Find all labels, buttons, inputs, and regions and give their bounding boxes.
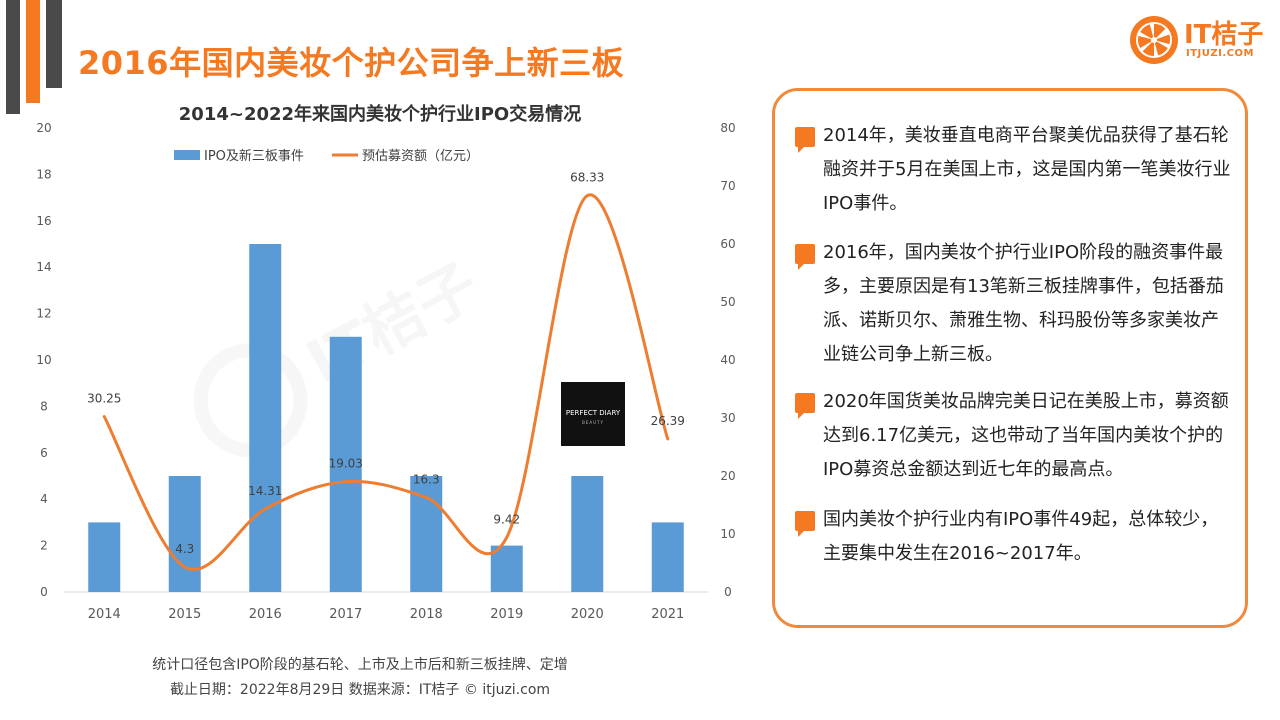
ipo-combo-chart: IT桔子 0 2 4 6 8 10 12 14 16 18 20 0 10 20 30 40 50 60 70 80 20… xyxy=(36,121,735,618)
orange-slice-icon xyxy=(1130,16,1178,64)
insight-text: 国内美妆个护行业内有IPO事件49起，总体较少，主要集中发生在2016~2017… xyxy=(823,509,1219,564)
y-left-tick-label: 2 xyxy=(40,539,48,553)
accent-bar-dark xyxy=(6,0,20,114)
insights-panel: 2014年，美妆垂直电商平台聚美优品获得了基石轮融资并于5月在美国上市，这是国内… xyxy=(772,88,1248,628)
insight-text: 2020年国货美妆品牌完美日记在美股上市，募资额达到6.17亿美元，这也带动了当… xyxy=(823,391,1229,480)
line-data-label: 30.25 xyxy=(87,392,121,406)
y-left-tick-label: 20 xyxy=(36,121,51,135)
orange-bullet-icon xyxy=(795,393,815,419)
y-left-tick-label: 16 xyxy=(36,214,51,228)
itjuzi-logo: IT桔子 ITJUZI.COM xyxy=(1128,10,1268,70)
line-data-label: 26.39 xyxy=(651,414,685,428)
x-tick-label: 2020 xyxy=(571,607,604,618)
y-right-tick-label: 50 xyxy=(720,295,735,309)
scope-note: 统计口径包含IPO阶段的基石轮、上市及上市后和新三板挂牌、定增 xyxy=(152,657,568,673)
insight-text: 2016年，国内美妆个护行业IPO阶段的融资事件最多，主要原因是有13笔新三板挂… xyxy=(823,242,1224,365)
orange-bullet-icon xyxy=(795,244,815,270)
y-right-tick-label: 20 xyxy=(720,469,735,483)
logo-url-text: ITJUZI.COM xyxy=(1186,48,1254,59)
y-left-tick-label: 6 xyxy=(40,446,48,460)
y-left-tick-label: 8 xyxy=(40,399,48,413)
insight-text: 2014年，美妆垂直电商平台聚美优品获得了基石轮融资并于5月在美国上市，这是国内… xyxy=(823,125,1231,214)
y-left-tick-label: 10 xyxy=(36,353,51,367)
y-right-tick-label: 0 xyxy=(724,585,732,599)
y-left-tick-label: 12 xyxy=(36,307,51,321)
x-tick-label: 2016 xyxy=(249,607,282,618)
accent-bar-dark-2 xyxy=(46,0,62,88)
y-right-tick-label: 30 xyxy=(720,411,735,425)
bar xyxy=(168,476,201,592)
y-right-tick-label: 70 xyxy=(720,179,735,193)
accent-bar-orange xyxy=(26,0,40,103)
badge-title: PERFECT DIARY xyxy=(566,409,621,417)
logo-brand-text: IT桔子 xyxy=(1184,20,1264,50)
orange-bullet-icon xyxy=(795,511,815,537)
x-tick-label: 2014 xyxy=(88,607,121,618)
y-right-tick-label: 60 xyxy=(720,237,735,251)
badge-subtitle: BEAUTY xyxy=(582,420,604,425)
source-note: 截止日期：2022年8月29日 数据来源：IT桔子 © itjuzi.com xyxy=(169,682,551,698)
x-tick-label: 2021 xyxy=(651,607,684,618)
bar xyxy=(490,545,523,592)
y-left-tick-label: 0 xyxy=(40,585,48,599)
bar xyxy=(329,336,362,592)
orange-bullet-icon xyxy=(795,127,815,153)
chart-title: 2014~2022年来国内美妆个护行业IPO交易情况 xyxy=(178,104,582,125)
y-left-tick-label: 14 xyxy=(36,260,51,274)
bar xyxy=(651,522,684,592)
x-tick-label: 2015 xyxy=(168,607,201,618)
watermark-text: IT桔子 xyxy=(296,250,491,398)
line-data-label: 4.3 xyxy=(175,542,194,556)
line-data-label: 68.33 xyxy=(570,171,604,185)
x-tick-label: 2017 xyxy=(329,607,362,618)
x-tick-label: 2019 xyxy=(490,607,523,618)
y-right-tick-label: 10 xyxy=(720,527,735,541)
legend-bar-swatch xyxy=(174,150,200,160)
y-left-tick-label: 18 xyxy=(36,167,51,181)
y-right-tick-label: 80 xyxy=(720,121,735,135)
perfect-diary-badge xyxy=(561,382,625,446)
legend-bar-label: IPO及新三板事件 xyxy=(204,148,304,164)
y-right-tick-label: 40 xyxy=(720,353,735,367)
x-tick-label: 2018 xyxy=(410,607,443,618)
page-title: 2016年国内美妆个护公司争上新三板 xyxy=(78,44,625,82)
bar xyxy=(88,522,121,592)
bar xyxy=(249,244,282,592)
series-line xyxy=(102,193,670,571)
bar xyxy=(571,476,604,592)
line-data-label: 14.31 xyxy=(248,484,282,498)
y-left-tick-label: 4 xyxy=(40,492,48,506)
line-data-label: 19.03 xyxy=(329,457,363,471)
line-data-label: 9.42 xyxy=(493,512,520,526)
line-data-label: 16.3 xyxy=(413,472,440,486)
legend-line-label: 预估募资额（亿元） xyxy=(362,149,479,164)
